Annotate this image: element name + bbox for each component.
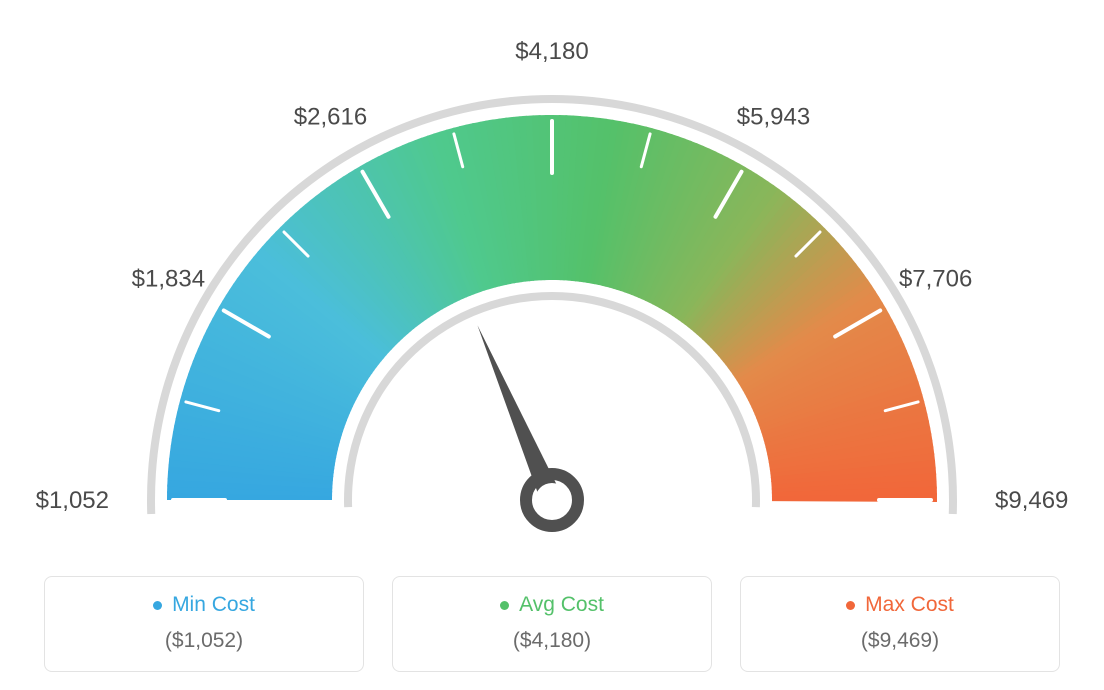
legend-bullet-max <box>846 601 855 610</box>
gauge-area: $1,052 $1,834 $2,616 $4,180 $5,943 $7,706 $9,4… <box>0 0 1104 560</box>
legend-bullet-min <box>153 601 162 610</box>
tick-label: $4,180 <box>515 38 588 65</box>
tick-label: $1,834 <box>132 266 205 293</box>
legend-card-avg: Avg Cost ($4,180) <box>392 576 712 672</box>
tick-label: $1,052 <box>36 487 109 514</box>
gauge-svg: $1,052 $1,834 $2,616 $4,180 $5,943 $7,706 $9,4… <box>0 0 1104 560</box>
legend-row: Min Cost ($1,052) Avg Cost ($4,180) Max … <box>0 576 1104 672</box>
tick-label: $7,706 <box>899 266 972 293</box>
legend-value-avg: ($4,180) <box>403 629 701 653</box>
tick-label: $5,943 <box>737 103 810 130</box>
tick-label: $9,469 <box>995 487 1068 514</box>
legend-value-max: ($9,469) <box>751 629 1049 653</box>
tick-label: $2,616 <box>294 103 367 130</box>
legend-value-min: ($1,052) <box>55 629 353 653</box>
legend-title-min: Min Cost <box>172 593 255 617</box>
gauge-infographic: { "gauge": { "type": "gauge", "min": 105… <box>0 0 1104 690</box>
legend-title-row: Avg Cost <box>403 593 701 617</box>
gauge-hub-inner <box>535 483 569 517</box>
legend-title-avg: Avg Cost <box>519 593 604 617</box>
legend-title-max: Max Cost <box>865 593 954 617</box>
legend-title-row: Min Cost <box>55 593 353 617</box>
legend-title-row: Max Cost <box>751 593 1049 617</box>
legend-card-max: Max Cost ($9,469) <box>740 576 1060 672</box>
legend-card-min: Min Cost ($1,052) <box>44 576 364 672</box>
legend-bullet-avg <box>500 601 509 610</box>
